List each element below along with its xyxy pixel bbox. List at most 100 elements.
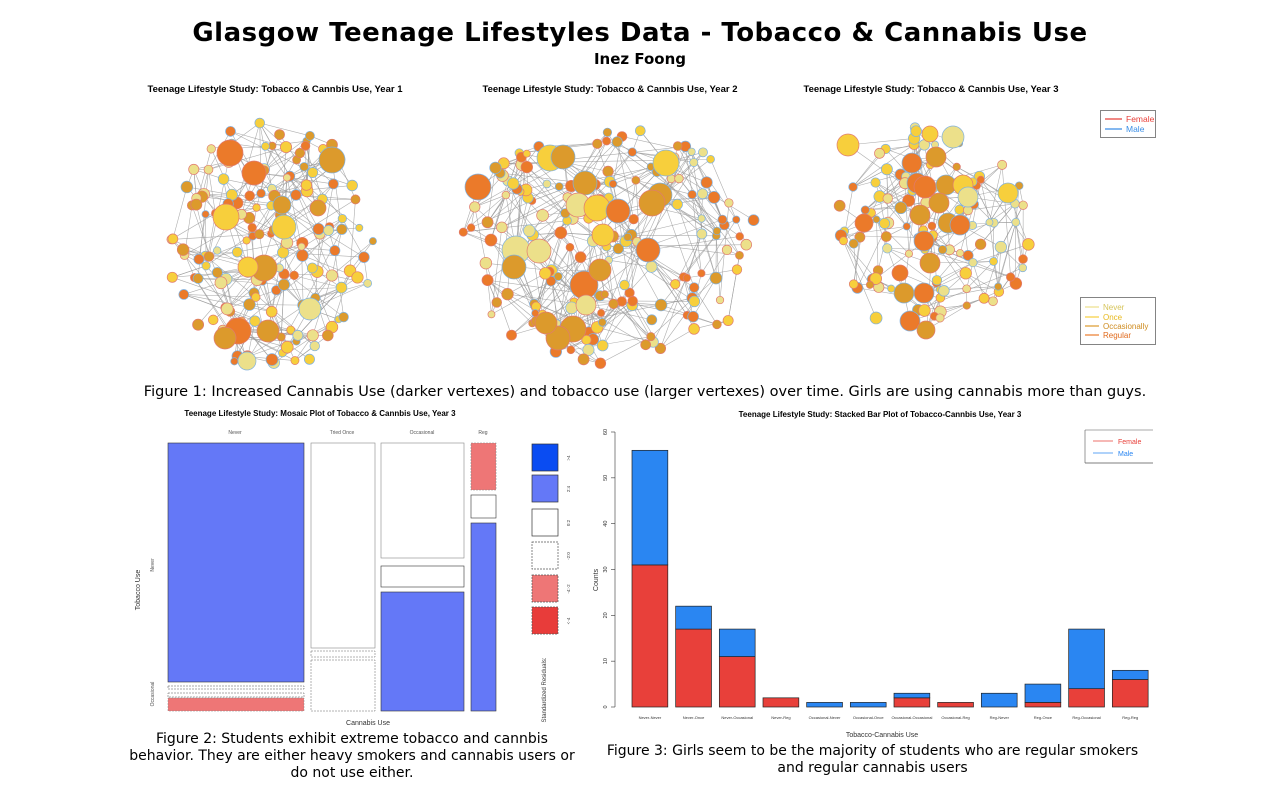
mosaic-cell-never-occasional (380, 442, 465, 559)
network-node (337, 214, 347, 224)
network-node (638, 189, 666, 217)
network-node (328, 178, 339, 190)
bar-segment-female (1111, 679, 1149, 708)
bar-segment-male (631, 449, 669, 566)
network-node (534, 311, 558, 335)
network-node (989, 257, 998, 266)
network-node (247, 223, 257, 233)
network-node (294, 147, 306, 159)
network-node (872, 215, 881, 224)
network-node (501, 288, 514, 301)
figure2-caption: Figure 2: Students exhibit extreme tobac… (129, 731, 575, 781)
network-node (213, 246, 222, 255)
network-node (1018, 254, 1028, 264)
network-node (954, 204, 965, 215)
network-node (880, 163, 893, 176)
network-node (645, 260, 658, 273)
network-node (358, 251, 370, 263)
network-node (839, 236, 848, 246)
network-node (602, 127, 613, 137)
network-node (526, 238, 552, 264)
network-node (722, 315, 734, 327)
network-node (654, 298, 668, 312)
bar-x-tick-label: Occasional-Occasional (891, 715, 932, 720)
network-node (627, 147, 637, 157)
mosaic-legend-label: 2:4 (566, 485, 571, 492)
mosaic-legend-swatch (531, 574, 559, 603)
network-node (574, 251, 587, 263)
network-node (608, 298, 619, 309)
network-node (280, 141, 293, 154)
bar-x-tick-label: Never-Reg (771, 715, 790, 720)
network-node (467, 223, 476, 232)
network-node (318, 146, 346, 174)
bar-segment-female (762, 697, 800, 708)
network-node (592, 138, 603, 149)
figure3-caption: Figure 3: Girls seem to be the majority … (606, 743, 1139, 776)
network-node (322, 329, 334, 342)
network-node (329, 245, 341, 257)
network-node (545, 275, 557, 287)
network-node (697, 214, 706, 223)
network-node (1006, 272, 1016, 282)
stacked-bar-chart: 0 10 20 30 40 50 60 Never-Never Never-Once Never-… (593, 429, 1153, 739)
network-node (952, 162, 961, 171)
network-node (363, 279, 373, 288)
bar-y-tick-label: 50 (603, 475, 609, 481)
network-node (682, 273, 691, 282)
network-node (869, 311, 883, 325)
bar-x-tick-label: Reg-Once (1034, 715, 1053, 720)
network-node (654, 342, 667, 354)
network-node (271, 214, 297, 240)
network-node (550, 144, 576, 170)
network-node (265, 305, 278, 318)
mosaic-cell-reg-occasional (380, 591, 465, 712)
network-node (880, 231, 892, 242)
network-node (192, 318, 205, 331)
network-node (941, 125, 965, 149)
network-node (976, 175, 985, 184)
mosaic-legend-label: 0:2 (566, 519, 571, 526)
network-node (201, 261, 211, 271)
network-node (203, 164, 214, 175)
mosaic-legend-swatch (531, 606, 559, 635)
network-node (740, 238, 753, 251)
network-node (351, 271, 364, 284)
network-node (286, 325, 296, 335)
network-node (350, 194, 361, 205)
network-node (190, 198, 203, 211)
bar-segment-female (631, 564, 669, 708)
network-node (957, 186, 979, 208)
network-node (605, 198, 631, 224)
network-cannabis-legend: Never Once Occasionally Regular (1080, 297, 1156, 345)
mosaic-legend-label: <-4 (566, 617, 571, 624)
network-node (325, 269, 338, 282)
network-node (869, 272, 882, 285)
network-node (1018, 263, 1027, 273)
network-node (300, 179, 313, 191)
network-node (588, 258, 612, 282)
network-node (997, 159, 1008, 170)
network-node (506, 329, 517, 341)
network-node (735, 251, 744, 260)
network-nodes (833, 122, 1035, 340)
network-node (674, 173, 684, 184)
network-node (707, 191, 721, 204)
bar-x-label: Tobacco-Cannabis Use (846, 732, 918, 739)
network-node (481, 216, 494, 229)
network-node (646, 314, 658, 326)
network-node (652, 149, 680, 177)
network-node (252, 203, 261, 212)
network-node (256, 188, 266, 199)
network-node (1011, 217, 1021, 227)
bar-y-tick-label: 10 (603, 658, 609, 664)
network-node (611, 136, 623, 148)
network-node (949, 214, 971, 236)
network-node (836, 133, 860, 157)
network-node (962, 301, 971, 310)
network-node (687, 147, 696, 156)
network-node (974, 238, 987, 250)
bar-segment-male (1068, 628, 1105, 690)
mosaic-col-label-reg: Reg (478, 430, 487, 436)
mosaic-legend-swatch (531, 443, 559, 472)
